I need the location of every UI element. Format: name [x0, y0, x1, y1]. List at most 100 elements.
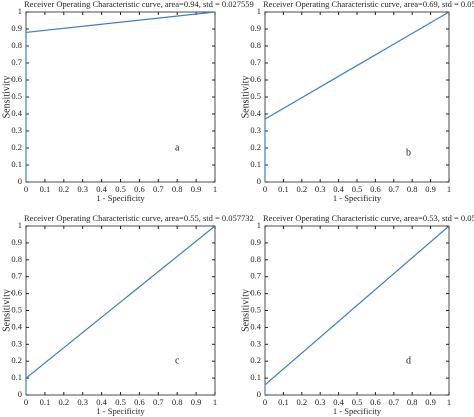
x-tick-label: 0.9 — [425, 397, 436, 407]
y-tick-label: 1 — [18, 6, 22, 16]
y-tick-label: 0.3 — [11, 338, 22, 348]
panel-label: a — [175, 142, 180, 153]
plot-frame — [264, 225, 450, 396]
y-tick-label: 1 — [257, 220, 261, 230]
roc-curve — [264, 11, 450, 182]
y-tick-label: 0 — [257, 176, 261, 186]
x-tick-label: 0.7 — [388, 397, 399, 407]
x-tick-label: 0 — [263, 397, 267, 407]
x-tick-label: 0.7 — [153, 184, 164, 194]
x-tick-label: 0.6 — [370, 397, 381, 407]
y-tick-label: 0.6 — [11, 74, 22, 84]
y-tick-label: 0.4 — [250, 108, 261, 118]
chart-title: Receiver Operating Characteristic curve,… — [24, 0, 254, 9]
chart-title: Receiver Operating Characteristic curve,… — [24, 213, 254, 223]
x-tick-label: 0.9 — [191, 184, 202, 194]
x-tick-label: 0.4 — [333, 184, 344, 194]
x-tick-label: 0.2 — [296, 184, 307, 194]
x-tick-label: 0.5 — [115, 397, 126, 407]
y-tick-label: 0 — [257, 389, 261, 399]
y-tick-label: 0.1 — [11, 159, 22, 169]
plot-frame — [25, 11, 216, 183]
y-tick-label: 0.9 — [11, 23, 22, 33]
y-tick-label: 0.7 — [250, 271, 261, 281]
roc-curve — [25, 225, 216, 395]
y-axis-label: Sensitivity — [240, 76, 251, 119]
x-tick-label: 0.2 — [58, 397, 69, 407]
x-tick-label: 0.8 — [407, 184, 418, 194]
x-tick-label: 0.7 — [388, 184, 399, 194]
x-tick-label: 0.7 — [153, 397, 164, 407]
y-tick-label: 0.7 — [11, 57, 22, 67]
y-tick-label: 1 — [18, 220, 22, 230]
x-tick-label: 0 — [24, 397, 28, 407]
x-tick-label: 0.4 — [96, 184, 107, 194]
y-axis-label: Sensitivity — [1, 289, 12, 332]
roc-curve — [264, 225, 450, 395]
y-tick-label: 0.2 — [11, 355, 22, 365]
y-tick-label: 0.2 — [250, 355, 261, 365]
x-tick-label: 0.9 — [425, 184, 436, 194]
y-tick-label: 0.8 — [250, 40, 261, 50]
x-axis-label: 1 - Specificity — [333, 406, 382, 416]
y-tick-label: 0.4 — [11, 108, 22, 118]
y-tick-label: 0.6 — [11, 288, 22, 298]
y-tick-label: 0.4 — [11, 321, 22, 331]
y-tick-label: 0.7 — [250, 57, 261, 67]
y-tick-label: 0.1 — [250, 372, 261, 382]
x-tick-label: 0.3 — [77, 397, 88, 407]
y-tick-label: 0.5 — [11, 91, 22, 101]
y-tick-label: 0.7 — [11, 271, 22, 281]
x-tick-label: 1 — [447, 184, 451, 194]
x-tick-label: 0.5 — [352, 397, 363, 407]
x-tick-label: 0.3 — [315, 397, 326, 407]
y-tick-label: 0.8 — [11, 254, 22, 264]
y-tick-label: 0.3 — [11, 125, 22, 135]
y-axis-label: Sensitivity — [1, 76, 12, 119]
x-tick-label: 1 — [213, 184, 217, 194]
x-tick-label: 1 — [213, 397, 217, 407]
panel-label: c — [175, 355, 180, 366]
roc-curve — [25, 11, 216, 182]
x-tick-label: 0.2 — [296, 397, 307, 407]
x-tick-label: 0.1 — [40, 397, 51, 407]
x-axis-label: 1 - Specificity — [96, 193, 145, 203]
x-tick-label: 0.9 — [191, 397, 202, 407]
x-tick-label: 0 — [24, 184, 28, 194]
y-tick-label: 0.1 — [250, 159, 261, 169]
x-tick-label: 0.4 — [333, 397, 344, 407]
y-axis-label: Sensitivity — [240, 289, 251, 332]
x-tick-label: 0.1 — [278, 184, 289, 194]
y-tick-label: 1 — [257, 6, 261, 16]
x-tick-label: 0.1 — [278, 397, 289, 407]
x-tick-label: 0.3 — [77, 184, 88, 194]
panel-label: d — [406, 355, 411, 366]
x-tick-label: 0.8 — [172, 184, 183, 194]
plot-frame — [264, 11, 450, 183]
y-tick-label: 0.5 — [250, 304, 261, 314]
x-tick-label: 0.8 — [407, 397, 418, 407]
panel-label: b — [406, 147, 411, 158]
x-axis-label: 1 - Specificity — [96, 406, 145, 416]
chart-title: Receiver Operating Characteristic curve,… — [263, 0, 474, 9]
y-tick-label: 0.4 — [250, 321, 261, 331]
x-tick-label: 0.4 — [96, 397, 107, 407]
x-tick-label: 0.5 — [115, 184, 126, 194]
x-tick-label: 0.6 — [134, 184, 145, 194]
x-tick-label: 0.5 — [352, 184, 363, 194]
y-tick-label: 0.3 — [250, 125, 261, 135]
x-tick-label: 0.1 — [40, 184, 51, 194]
chart-title: Receiver Operating Characteristic curve,… — [263, 213, 474, 223]
y-tick-label: 0.9 — [250, 23, 261, 33]
y-tick-label: 0.3 — [250, 338, 261, 348]
x-tick-label: 0.3 — [315, 184, 326, 194]
y-tick-label: 0.2 — [11, 142, 22, 152]
y-tick-label: 0.2 — [250, 142, 261, 152]
plot-frame — [25, 225, 216, 396]
y-tick-label: 0.9 — [250, 237, 261, 247]
y-tick-label: 0.6 — [250, 288, 261, 298]
x-tick-label: 0.8 — [172, 397, 183, 407]
x-tick-label: 1 — [447, 397, 451, 407]
x-tick-label: 0 — [263, 184, 267, 194]
